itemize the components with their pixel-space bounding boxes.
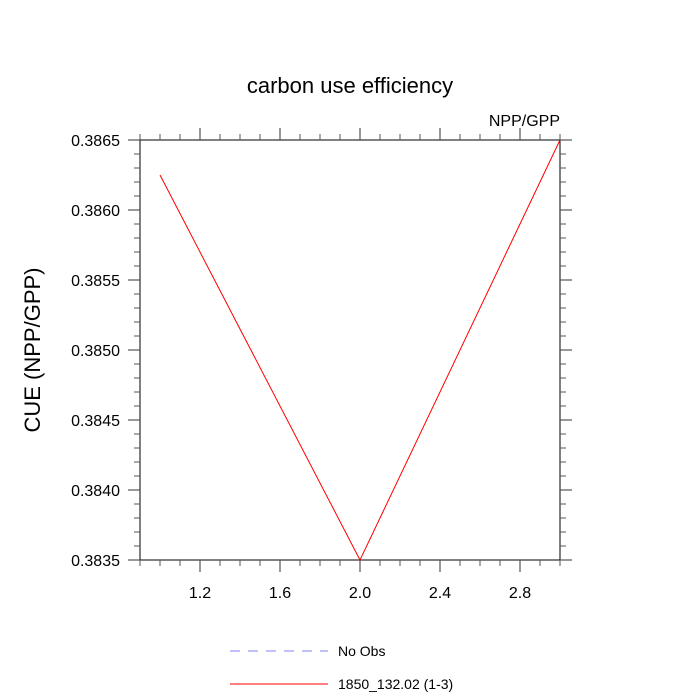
x-tick-label: 1.2 <box>189 585 211 602</box>
y-tick-label: 0.3860 <box>71 203 120 220</box>
x-tick-label: 1.6 <box>269 585 291 602</box>
legend: No Obs 1850_132.02 (1-3) <box>230 643 453 692</box>
plot-area: 0.3835 0.3840 0.3845 0.3850 0.3855 0.3860 0.38… <box>71 128 572 602</box>
x-tick-label: 2.0 <box>349 585 371 602</box>
y-tick-label: 0.3835 <box>71 553 120 570</box>
legend-label: 1850_132.02 (1-3) <box>338 676 453 692</box>
chart-title: carbon use efficiency <box>247 73 453 98</box>
y-axis-label: CUE (NPP/GPP) <box>20 267 45 432</box>
chart-subtitle: NPP/GPP <box>489 113 560 130</box>
y-tick-label: 0.3840 <box>71 483 120 500</box>
y-tick-label: 0.3865 <box>71 133 120 150</box>
y-tick-label: 0.3845 <box>71 413 120 430</box>
plot-frame <box>139 139 561 561</box>
y-tick-label: 0.3855 <box>71 273 120 290</box>
x-tick-label: 2.8 <box>509 585 531 602</box>
y-tick-label: 0.3850 <box>71 343 120 360</box>
series-line <box>159 139 561 562</box>
legend-label: No Obs <box>338 643 385 659</box>
x-tick-label: 2.4 <box>429 585 451 602</box>
